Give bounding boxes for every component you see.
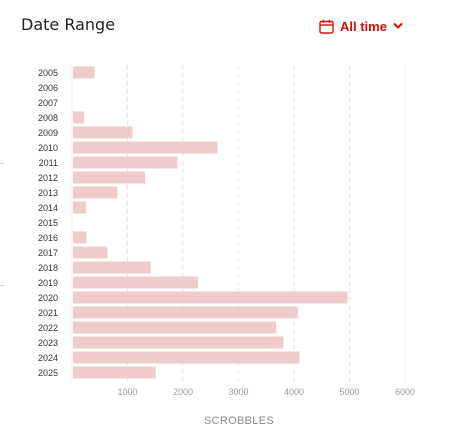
x-tick-label: 1000 bbox=[117, 387, 137, 397]
date-range-dropdown[interactable]: All time bbox=[319, 15, 403, 37]
x-tick-label: 2000 bbox=[173, 387, 193, 397]
x-tick-label: 6000 bbox=[395, 387, 415, 397]
y-tick-label: 2011 bbox=[39, 158, 58, 168]
chevron-down-icon bbox=[393, 22, 403, 30]
y-tick-label: 2022 bbox=[38, 323, 58, 333]
bar[interactable] bbox=[73, 156, 178, 169]
page-title: Date Range bbox=[21, 15, 116, 34]
y-tick-label: 2020 bbox=[38, 293, 58, 303]
bar[interactable] bbox=[73, 276, 198, 289]
bar[interactable] bbox=[73, 306, 298, 319]
bar[interactable] bbox=[73, 111, 85, 124]
y-tick-label: 2009 bbox=[38, 128, 58, 138]
y-tick-label: 2023 bbox=[38, 338, 58, 348]
bar[interactable] bbox=[73, 171, 146, 184]
date-range-label: All time bbox=[340, 18, 387, 34]
x-tick-label: 5000 bbox=[339, 387, 359, 397]
bar[interactable] bbox=[73, 66, 95, 79]
edge-tick-mark bbox=[0, 163, 4, 164]
bar[interactable] bbox=[73, 201, 86, 214]
y-tick-label: 2017 bbox=[38, 248, 58, 258]
bar[interactable] bbox=[73, 126, 133, 139]
bar[interactable] bbox=[73, 321, 277, 334]
bar[interactable] bbox=[73, 336, 284, 349]
bar[interactable] bbox=[73, 141, 218, 154]
y-tick-label: 2007 bbox=[38, 98, 58, 108]
calendar-icon bbox=[319, 19, 334, 34]
bar[interactable] bbox=[73, 186, 118, 199]
y-tick-label: 2014 bbox=[38, 203, 58, 213]
y-tick-label: 2018 bbox=[38, 263, 58, 273]
y-tick-label: 2025 bbox=[38, 368, 58, 378]
y-tick-label: 2021 bbox=[38, 308, 58, 318]
edge-tick-mark bbox=[0, 285, 4, 286]
bar[interactable] bbox=[73, 351, 300, 364]
y-tick-label: 2005 bbox=[38, 68, 58, 78]
bar[interactable] bbox=[73, 366, 156, 379]
y-tick-label: 2016 bbox=[38, 233, 58, 243]
bar[interactable] bbox=[73, 246, 108, 259]
y-tick-label: 2010 bbox=[38, 143, 58, 153]
x-axis-title: SCROBBLES bbox=[204, 415, 274, 427]
y-tick-label: 2012 bbox=[38, 173, 58, 183]
bar[interactable] bbox=[73, 261, 151, 274]
y-tick-label: 2006 bbox=[38, 83, 58, 93]
y-tick-label: 2015 bbox=[38, 218, 58, 228]
bar[interactable] bbox=[73, 231, 87, 244]
bar[interactable] bbox=[73, 291, 348, 304]
x-tick-label: 3000 bbox=[228, 387, 248, 397]
y-tick-label: 2013 bbox=[38, 188, 58, 198]
y-tick-label: 2019 bbox=[38, 278, 58, 288]
x-tick-label: 4000 bbox=[284, 387, 304, 397]
y-tick-label: 2008 bbox=[38, 113, 58, 123]
y-tick-label: 2024 bbox=[38, 353, 58, 363]
